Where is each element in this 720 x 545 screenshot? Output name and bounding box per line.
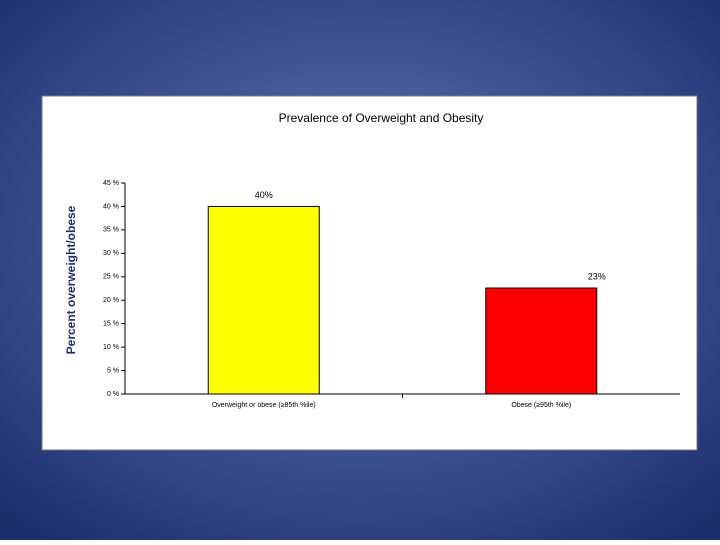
chart-title: Prevalence of Overweight and Obesity <box>279 111 484 125</box>
x-tick-label: Obese (≥95th %ile) <box>511 402 571 409</box>
y-tick-label: 40 % <box>103 203 119 210</box>
y-tick-label: 0 % <box>107 391 119 398</box>
bar <box>485 287 598 395</box>
y-tick-label: 35 % <box>103 227 119 234</box>
value-label: 40% <box>255 190 273 200</box>
y-tick-label: 30 % <box>103 250 119 257</box>
y-tick-label: 45 % <box>103 180 119 187</box>
y-tick-label: 10 % <box>103 344 119 351</box>
value-label: 23% <box>588 271 606 281</box>
x-tick-label: Overweight or obese (≥85th %ile) <box>212 402 316 409</box>
y-tick-label: 25 % <box>103 274 119 281</box>
y-tick-label: 20 % <box>103 297 119 304</box>
y-tick-label: 15 % <box>103 321 119 328</box>
y-axis-label: Percent overweight/obese <box>64 205 78 354</box>
y-tick-label: 5 % <box>107 367 119 374</box>
bar <box>207 205 320 395</box>
